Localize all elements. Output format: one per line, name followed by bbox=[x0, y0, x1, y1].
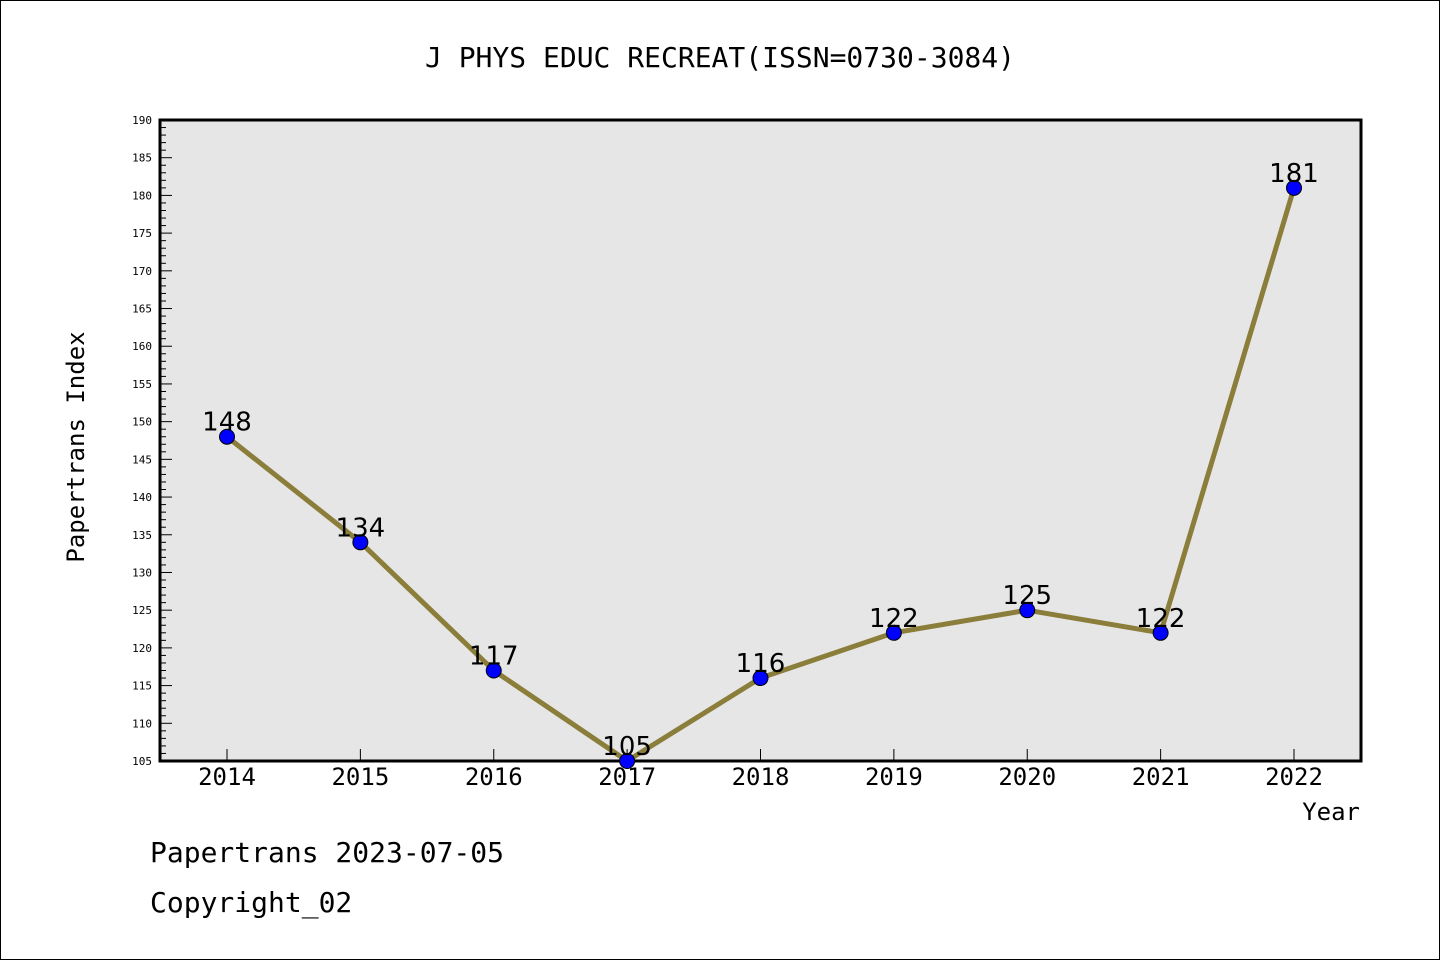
x-tick-label: 2016 bbox=[465, 763, 523, 791]
y-tick-label: 170 bbox=[132, 265, 152, 278]
y-axis-label: Papertrans Index bbox=[62, 331, 90, 562]
y-tick-label: 135 bbox=[132, 529, 152, 542]
data-label: 105 bbox=[602, 732, 652, 762]
data-label: 148 bbox=[202, 408, 252, 438]
y-tick-label: 110 bbox=[132, 717, 152, 730]
y-tick-label: 165 bbox=[132, 303, 152, 316]
data-point-marker bbox=[752, 670, 769, 687]
footer-copyright-text: Copyright_02 bbox=[150, 886, 353, 919]
data-label: 181 bbox=[1269, 159, 1319, 189]
data-point-marker bbox=[1286, 179, 1302, 196]
data-label: 122 bbox=[869, 604, 919, 634]
y-tick-label: 105 bbox=[132, 755, 152, 768]
data-point-marker bbox=[1152, 624, 1169, 641]
data-label: 122 bbox=[1136, 604, 1186, 634]
data-point-marker bbox=[619, 753, 636, 769]
x-tick-label: 2022 bbox=[1265, 763, 1323, 791]
y-tick-label: 185 bbox=[132, 152, 152, 165]
x-tick-label: 2015 bbox=[331, 763, 389, 791]
data-point-marker bbox=[1019, 602, 1036, 619]
y-tick-label: 155 bbox=[132, 378, 152, 391]
x-axis-ticks: 2014 2015 2016 2017 2018 2019 2020 2021 2022 bbox=[198, 749, 1323, 791]
y-tick-label: 190 bbox=[132, 114, 152, 127]
data-point-marker bbox=[485, 662, 502, 679]
x-tick-label: 2019 bbox=[865, 763, 923, 791]
data-label: 116 bbox=[736, 649, 786, 679]
y-axis-ticks: 105 110 115 120 125 130 135 140 145 150 155 160 165 1… bbox=[132, 114, 172, 768]
data-labels-group: 148 134 117 105 116 122 125 122 181 bbox=[202, 159, 1319, 762]
x-tick-label: 2018 bbox=[732, 763, 790, 791]
y-tick-label: 180 bbox=[132, 189, 152, 202]
data-label: 117 bbox=[469, 642, 519, 672]
x-tick-label: 2020 bbox=[998, 763, 1056, 791]
chart-title: J PHYS EDUC RECREAT(ISSN=0730-3084) bbox=[425, 41, 1015, 74]
y-tick-label: 175 bbox=[132, 227, 152, 240]
y-tick-label: 130 bbox=[132, 566, 152, 579]
x-axis-label: Year bbox=[1302, 798, 1360, 826]
y-tick-label: 145 bbox=[132, 453, 152, 466]
y-tick-label: 160 bbox=[132, 340, 152, 353]
y-tick-label: 120 bbox=[132, 642, 152, 655]
data-point-marker bbox=[219, 428, 235, 445]
footer-date-text: Papertrans 2023-07-05 bbox=[150, 836, 505, 869]
plot-area bbox=[158, 118, 1363, 763]
x-tick-label: 2021 bbox=[1132, 763, 1190, 791]
y-tick-label: 115 bbox=[132, 680, 152, 693]
data-label: 125 bbox=[1002, 581, 1052, 611]
data-point-marker bbox=[352, 534, 369, 551]
y-tick-label: 150 bbox=[132, 416, 152, 429]
markers-group bbox=[219, 179, 1302, 769]
y-tick-label: 125 bbox=[132, 604, 152, 617]
x-tick-label: 2014 bbox=[198, 763, 256, 791]
data-label: 134 bbox=[336, 513, 386, 543]
data-point-marker bbox=[885, 624, 902, 641]
y-tick-label: 140 bbox=[132, 491, 152, 504]
